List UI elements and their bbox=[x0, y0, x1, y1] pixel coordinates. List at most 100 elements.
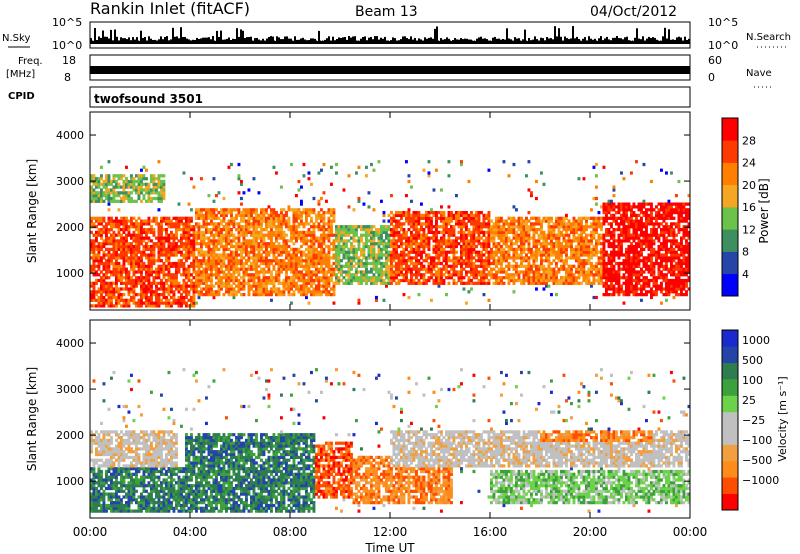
data-cell bbox=[475, 236, 478, 240]
data-cell bbox=[527, 281, 531, 285]
data-cell bbox=[160, 194, 163, 198]
data-cell bbox=[187, 250, 191, 254]
data-cell bbox=[360, 281, 363, 285]
data-cell bbox=[377, 276, 381, 280]
data-cell bbox=[537, 278, 541, 283]
data-cell bbox=[307, 276, 311, 280]
data-cell bbox=[227, 211, 231, 215]
data-cell bbox=[172, 233, 176, 237]
nsky-bar bbox=[384, 36, 386, 44]
data-cell bbox=[172, 225, 176, 229]
data-cell bbox=[542, 230, 546, 235]
data-cell bbox=[315, 273, 318, 277]
data-cell bbox=[270, 211, 273, 215]
data-cell bbox=[430, 267, 433, 271]
freq-tick-bottom: 8 bbox=[64, 71, 71, 84]
data-cell bbox=[90, 293, 93, 297]
data-cell bbox=[295, 267, 298, 271]
data-cell bbox=[142, 264, 146, 268]
data-cell bbox=[355, 225, 358, 229]
data-cell bbox=[125, 165, 128, 169]
data-cell bbox=[105, 247, 108, 252]
data-cell bbox=[95, 179, 98, 184]
data-cell bbox=[382, 211, 386, 215]
nsky-bar bbox=[628, 40, 630, 44]
data-cell bbox=[512, 264, 516, 268]
data-cell bbox=[460, 267, 463, 271]
data-cell bbox=[542, 281, 546, 285]
data-cell bbox=[90, 216, 93, 220]
data-cell bbox=[397, 270, 401, 274]
data-cell bbox=[370, 228, 373, 232]
data-cell bbox=[207, 261, 211, 266]
data-cell bbox=[112, 233, 116, 237]
data-cell bbox=[100, 244, 103, 249]
data-cell bbox=[170, 304, 173, 308]
data-cell bbox=[487, 253, 491, 257]
data-cell bbox=[262, 276, 266, 280]
data-cell bbox=[262, 219, 266, 223]
data-cell bbox=[137, 216, 141, 220]
data-cell bbox=[340, 270, 343, 274]
data-cell bbox=[505, 270, 508, 274]
data-cell bbox=[435, 250, 438, 254]
data-cell bbox=[137, 304, 141, 308]
data-cell bbox=[147, 273, 151, 277]
data-cell bbox=[527, 160, 531, 164]
data-cell bbox=[90, 188, 93, 192]
data-cell bbox=[92, 273, 96, 277]
data-cell bbox=[387, 278, 391, 283]
data-cell bbox=[382, 278, 386, 283]
data-cell bbox=[477, 236, 481, 240]
data-cell bbox=[182, 273, 186, 277]
data-cell bbox=[482, 239, 486, 243]
data-cell bbox=[565, 247, 568, 252]
data-cell bbox=[167, 284, 171, 288]
data-cell bbox=[477, 250, 481, 254]
data-cell bbox=[92, 233, 96, 237]
data-cell bbox=[510, 219, 513, 223]
data-cell bbox=[92, 293, 96, 297]
data-cell bbox=[120, 196, 123, 201]
data-cell bbox=[365, 278, 368, 283]
data-cell bbox=[267, 267, 271, 271]
data-cell bbox=[575, 278, 578, 283]
data-cell bbox=[300, 276, 303, 280]
data-cell bbox=[227, 225, 231, 229]
data-cell bbox=[285, 247, 288, 252]
data-cell bbox=[127, 293, 131, 297]
data-cell bbox=[157, 250, 161, 254]
data-cell bbox=[192, 250, 196, 254]
data-cell bbox=[435, 168, 438, 172]
data-cell bbox=[142, 236, 146, 240]
data-cell bbox=[145, 290, 148, 294]
data-cell bbox=[157, 160, 161, 164]
data-cell bbox=[295, 228, 298, 232]
data-cell bbox=[217, 276, 221, 280]
data-cell bbox=[395, 222, 398, 226]
data-cell bbox=[152, 182, 156, 186]
data-cell bbox=[225, 208, 228, 212]
data-cell bbox=[547, 242, 551, 246]
data-cell bbox=[285, 276, 288, 280]
data-cell bbox=[572, 273, 576, 277]
data-cell bbox=[217, 278, 221, 283]
data-cell bbox=[377, 253, 381, 257]
data-cell bbox=[137, 191, 141, 195]
data-cell bbox=[317, 261, 321, 266]
data-cell bbox=[520, 233, 523, 237]
data-cell bbox=[445, 219, 448, 223]
data-cell bbox=[467, 290, 471, 294]
data-cell bbox=[500, 278, 503, 283]
data-cell bbox=[335, 236, 338, 240]
data-cell bbox=[450, 228, 453, 232]
data-cell bbox=[237, 191, 241, 195]
data-cell bbox=[337, 239, 341, 243]
data-cell bbox=[200, 259, 203, 263]
data-cell bbox=[290, 261, 293, 266]
nsky-bar bbox=[214, 40, 216, 44]
data-cell bbox=[262, 270, 266, 274]
data-cell bbox=[410, 281, 413, 285]
data-cell bbox=[555, 244, 558, 249]
data-cell bbox=[105, 225, 108, 229]
